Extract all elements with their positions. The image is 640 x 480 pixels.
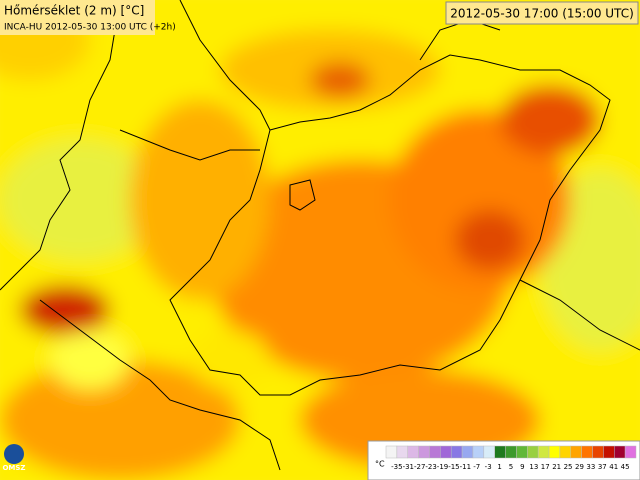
timestamp: 2012-05-30 17:00 (15:00 UTC): [450, 7, 634, 21]
legend-swatch: [461, 445, 474, 459]
legend-swatch: [592, 445, 604, 459]
legend-swatch: [494, 445, 506, 459]
map-title: Hőmérséklet (2 m) [°C]: [4, 4, 144, 18]
legend: -35 -31 -27 -23 -19 -15 -11 -7 -3 1 5 9 13 17 21 25 29 33…: [385, 445, 637, 471]
legend-label: -7: [473, 463, 480, 471]
legend-label: -3: [485, 463, 492, 471]
legend-swatch: [472, 445, 485, 459]
legend-label: 45: [621, 463, 630, 471]
map-subtitle: INCA-HU 2012-05-30 13:00 UTC (+2h): [4, 23, 176, 33]
legend-label: 33: [586, 463, 595, 471]
legend-label: 37: [598, 463, 607, 471]
legend-swatch: [396, 445, 408, 459]
legend-label: -23: [425, 463, 436, 471]
legend-label: -11: [460, 463, 471, 471]
legend-label: 25: [564, 463, 573, 471]
legend-swatch: [483, 445, 495, 459]
legend-swatch: [440, 445, 452, 459]
legend-label: 9: [520, 463, 524, 471]
legend-swatch: [385, 445, 398, 459]
legend-swatch: [407, 445, 419, 459]
legend-swatch: [559, 445, 572, 459]
legend-label: 17: [541, 463, 550, 471]
legend-swatch: [603, 445, 615, 459]
legend-label: 13: [529, 463, 538, 471]
legend-label: 5: [509, 463, 513, 471]
legend-swatch: [581, 445, 593, 459]
legend-swatch: [418, 445, 430, 459]
legend-label: -19: [437, 463, 448, 471]
legend-unit: °C: [375, 460, 385, 469]
legend-label: -31: [403, 463, 414, 471]
legend-label: 41: [609, 463, 618, 471]
legend-swatch: [548, 445, 561, 459]
legend-label: -27: [414, 463, 425, 471]
legend-label: 21: [552, 463, 561, 471]
title-box: [0, 0, 155, 35]
logo-icon: [4, 444, 24, 464]
legend-label: -15: [448, 463, 459, 471]
legend-swatch: [450, 445, 463, 459]
legend-swatch: [537, 445, 550, 459]
legend-label: -35: [391, 463, 402, 471]
legend-swatch: [527, 445, 539, 459]
legend-swatch: [505, 445, 517, 459]
legend-label: 1: [497, 463, 501, 471]
legend-swatch: [429, 445, 441, 459]
legend-swatch: [624, 445, 637, 459]
legend-swatch: [614, 445, 626, 459]
logo-text: OMSZ: [2, 464, 25, 472]
legend-swatch: [570, 445, 582, 459]
legend-label: 29: [575, 463, 584, 471]
timestamp-box: [445, 1, 639, 25]
legend-swatch: [516, 445, 528, 459]
